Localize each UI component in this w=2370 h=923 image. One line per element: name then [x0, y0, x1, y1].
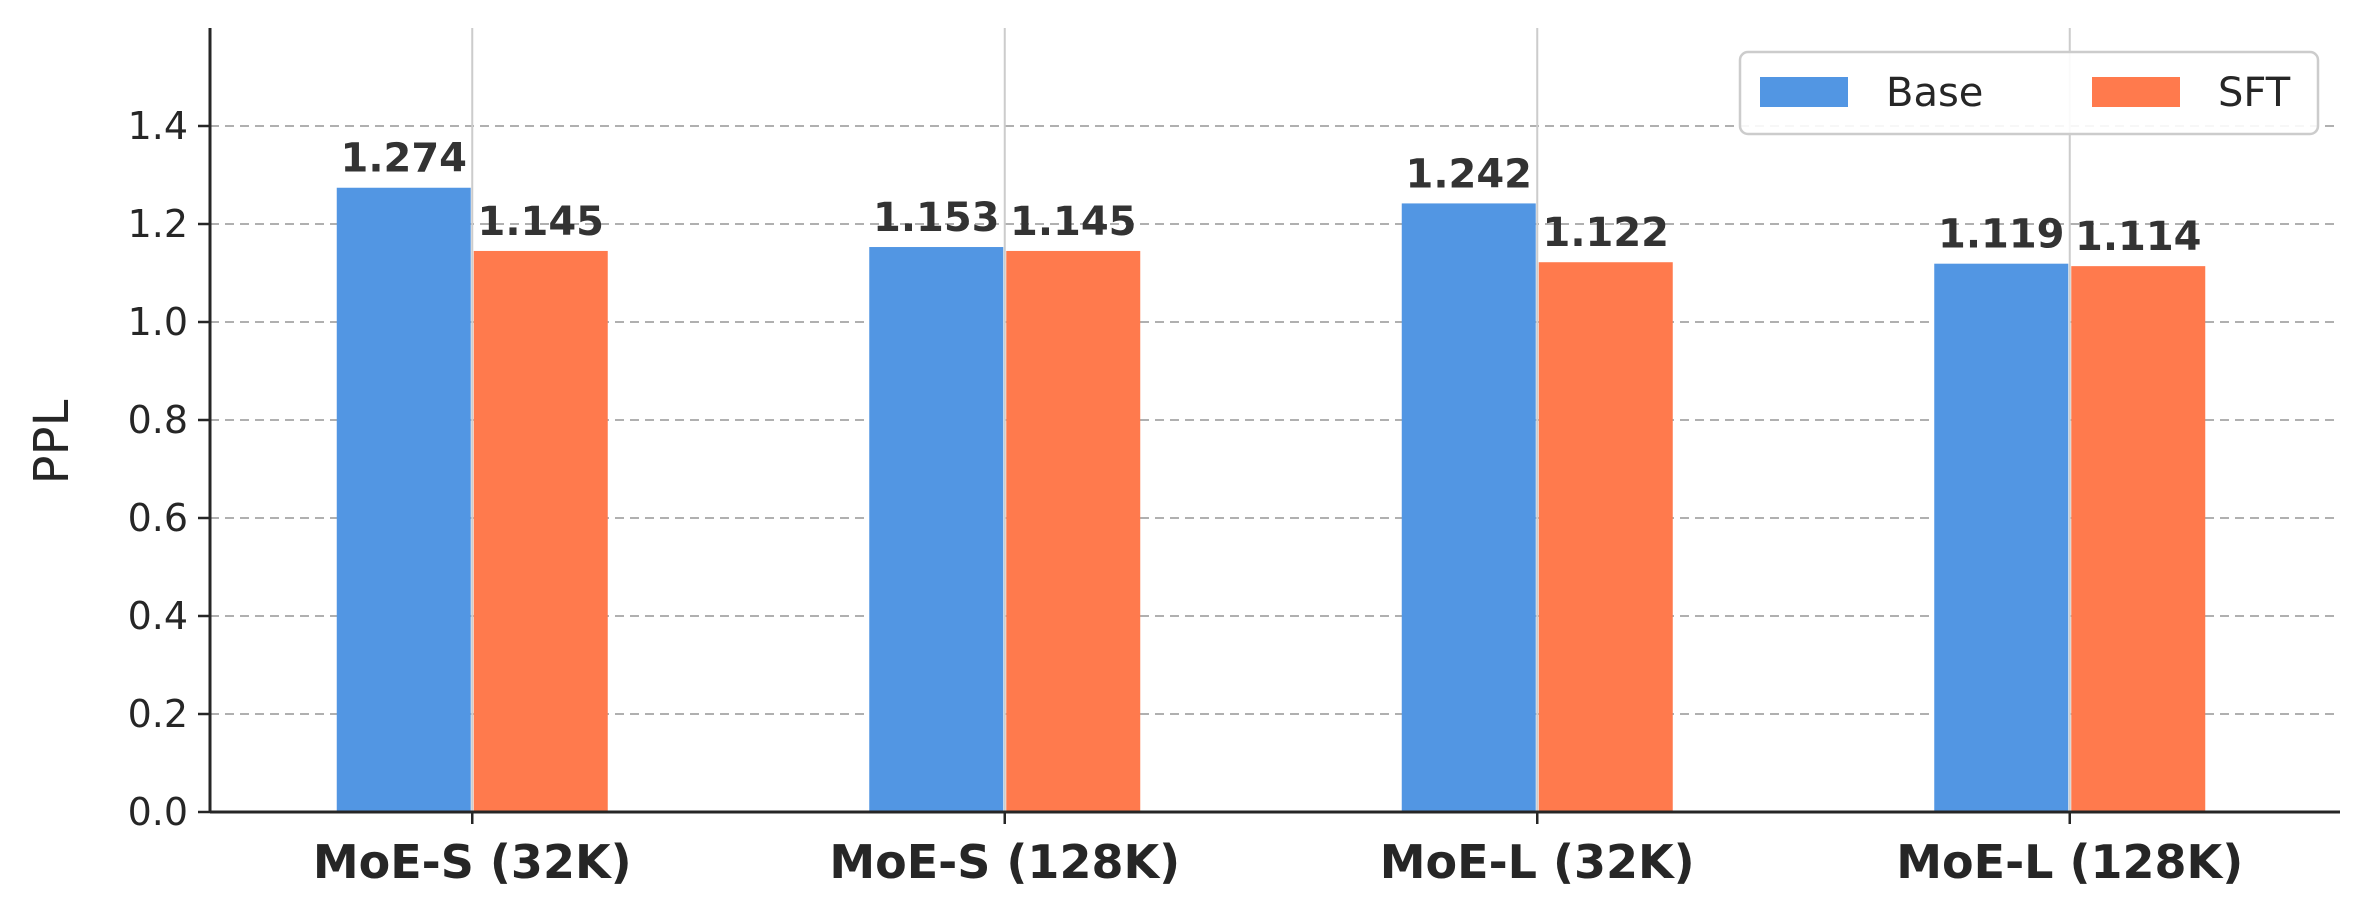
bar-base — [869, 247, 1004, 812]
legend-label: SFT — [2218, 70, 2291, 116]
value-label: 1.153 — [873, 195, 1000, 241]
bar-base — [336, 187, 471, 813]
value-label: 1.114 — [2075, 214, 2202, 260]
bar-base — [1401, 203, 1536, 813]
value-label: 1.145 — [477, 199, 604, 245]
y-tick-label: 1.0 — [128, 300, 188, 344]
y-tick-label: 0.0 — [128, 790, 188, 834]
legend-swatch-base — [1760, 77, 1848, 107]
value-label: 1.119 — [1938, 212, 2065, 258]
bar-sft — [2071, 266, 2206, 812]
y-tick-label: 1.4 — [128, 104, 188, 148]
bars — [336, 187, 2206, 813]
y-tick-label: 1.2 — [128, 202, 188, 246]
y-tick-label: 0.6 — [128, 496, 188, 540]
x-tick-labels: MoE-S (32K) MoE-S (128K) MoE-L (32K) MoE-L … — [313, 835, 2243, 889]
x-tick-label: MoE-S (128K) — [829, 835, 1180, 889]
y-tick-label: 0.4 — [128, 594, 188, 638]
y-tick-labels: 0.0 0.2 0.4 0.6 0.8 1.0 1.2 1.4 — [128, 104, 188, 834]
value-label: 1.145 — [1010, 199, 1137, 245]
value-label: 1.242 — [1405, 151, 1532, 197]
x-tick-label: MoE-L (128K) — [1896, 835, 2243, 889]
legend: Base SFT — [1738, 50, 2320, 136]
axes — [198, 28, 2340, 824]
y-axis-label: PPL — [24, 399, 80, 484]
vertical-grid-lines — [471, 28, 2071, 812]
y-tick-label: 0.8 — [128, 398, 188, 442]
bar-sft — [473, 250, 608, 812]
x-tick-label: MoE-S (32K) — [313, 835, 632, 889]
legend-swatch-sft — [2092, 77, 2180, 107]
bar-base — [1934, 263, 2069, 812]
legend-box — [1738, 50, 2320, 136]
bar-sft — [1006, 250, 1141, 812]
legend-label: Base — [1886, 70, 1983, 116]
value-label: 1.122 — [1542, 210, 1669, 256]
x-tick-label: MoE-L (32K) — [1380, 835, 1695, 889]
bar-sft — [1538, 262, 1673, 813]
value-label: 1.274 — [340, 136, 467, 182]
y-tick-label: 0.2 — [128, 692, 188, 736]
